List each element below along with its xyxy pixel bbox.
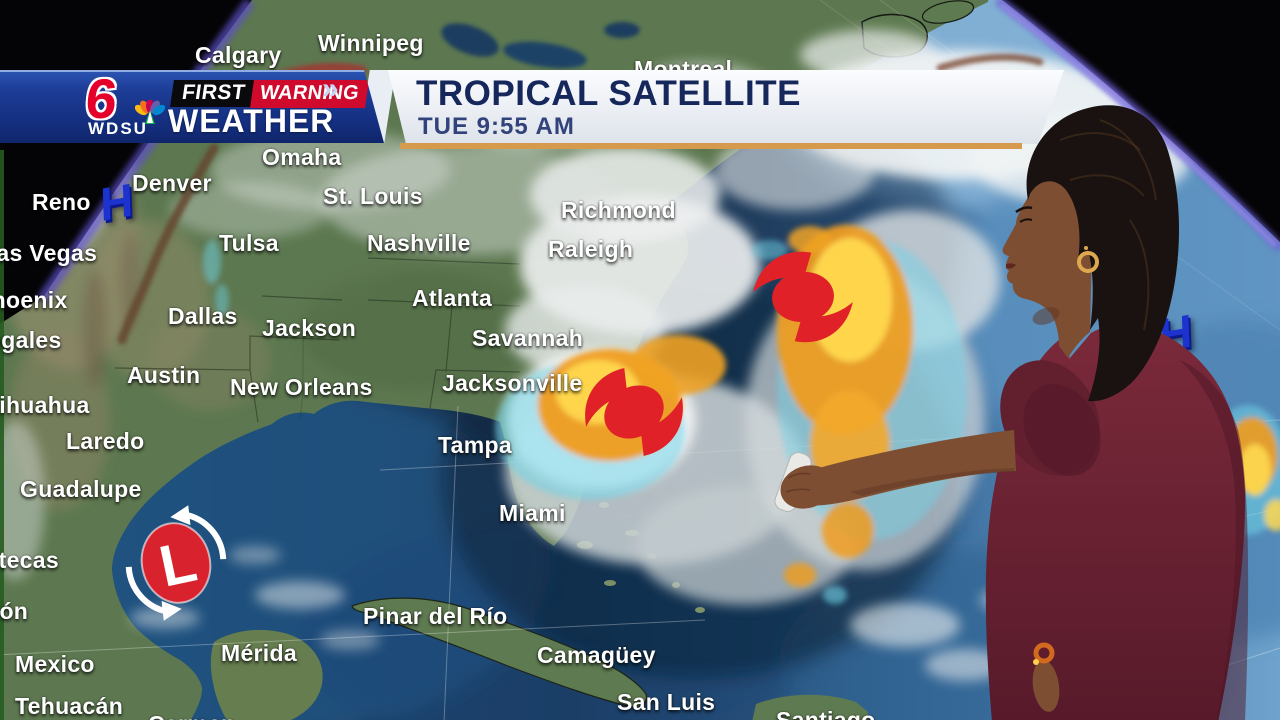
state-borders bbox=[114, 257, 521, 423]
hurricane-icon bbox=[743, 237, 863, 357]
high-pressure-symbol: H bbox=[99, 172, 134, 232]
low-pressure-symbol: L bbox=[121, 503, 231, 623]
video-edge-artifact bbox=[0, 150, 4, 720]
hurricane-icon bbox=[574, 352, 694, 472]
high-pressure-symbol: H bbox=[1158, 303, 1193, 363]
